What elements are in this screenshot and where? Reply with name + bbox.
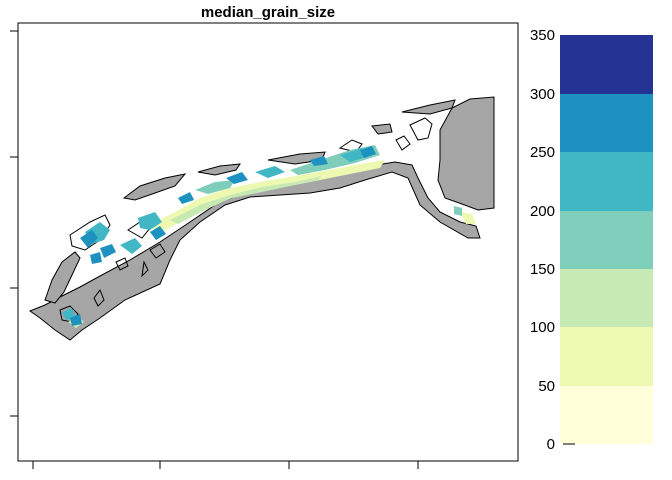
map-content bbox=[28, 96, 495, 341]
legend: 0 50 100 150 200 250 300 350 bbox=[530, 27, 653, 453]
island-north-5 bbox=[371, 123, 393, 135]
legend-tick-label: 300 bbox=[530, 86, 555, 103]
legend-bin bbox=[560, 94, 653, 152]
legend-tick-label: 100 bbox=[530, 319, 555, 336]
legend-tick-label: 0 bbox=[547, 436, 555, 453]
legend-bin bbox=[560, 386, 653, 444]
plot-frame bbox=[17, 22, 519, 462]
legend-tick-label: 150 bbox=[530, 261, 555, 278]
legend-tick-label: 350 bbox=[530, 27, 555, 44]
island-north-1 bbox=[122, 173, 187, 201]
map-title: median_grain_size bbox=[201, 4, 335, 21]
island-east bbox=[437, 96, 495, 211]
legend-bin bbox=[560, 327, 653, 386]
legend-bin bbox=[560, 35, 653, 94]
legend-tick-label: 50 bbox=[538, 378, 555, 395]
legend-tick-label: 200 bbox=[530, 203, 555, 220]
island-north-2 bbox=[197, 163, 242, 176]
axis-ticks bbox=[10, 30, 419, 469]
island-west bbox=[44, 251, 81, 304]
legend-bin bbox=[560, 269, 653, 327]
grain-size-raster bbox=[62, 145, 476, 328]
legend-bin bbox=[560, 152, 653, 211]
legend-tick-label: 250 bbox=[530, 144, 555, 161]
legend-bin bbox=[560, 211, 653, 269]
island-north-4 bbox=[401, 99, 456, 115]
